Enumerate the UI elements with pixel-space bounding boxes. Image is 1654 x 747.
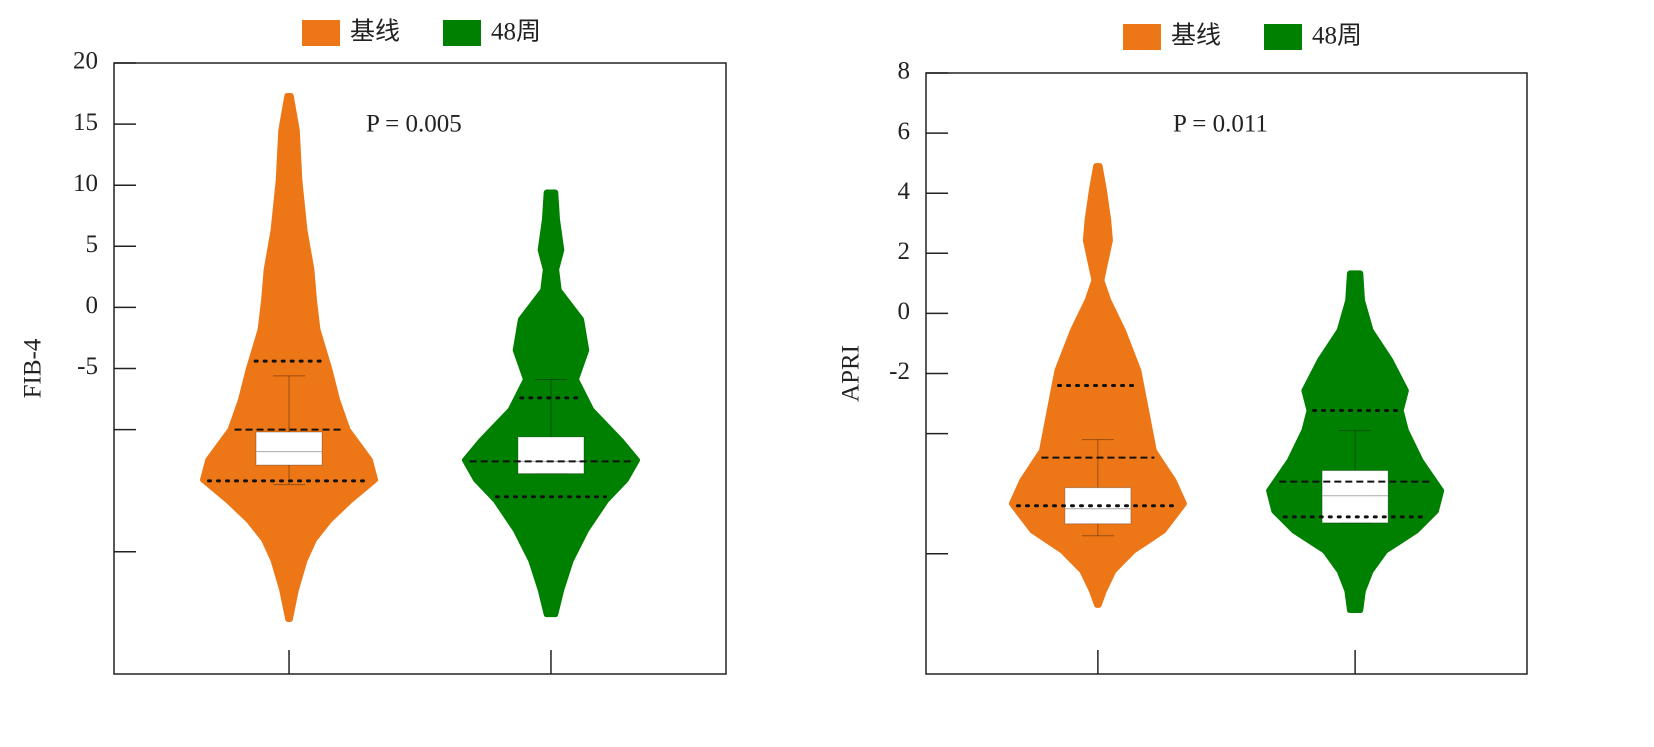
y-tick-label: 5 <box>86 231 99 258</box>
y-tick-label: 6 <box>898 118 911 145</box>
box <box>517 436 585 475</box>
y-tick-label: 0 <box>86 292 99 319</box>
annotation: P = 0.005 <box>366 111 462 138</box>
violin <box>200 92 379 623</box>
legend-label: 48周 <box>491 19 541 46</box>
legend-label: 基线 <box>1171 22 1221 50</box>
plot-frame <box>113 62 727 675</box>
violin <box>461 189 640 618</box>
y-axis-label: APRI <box>838 345 865 402</box>
y-tick-label: -5 <box>77 353 98 380</box>
y-tick-label: 0 <box>898 298 911 325</box>
y-tick-label: 10 <box>73 170 98 197</box>
y-tick-label: 8 <box>898 58 911 85</box>
y-tick-label: 4 <box>898 178 911 205</box>
annotation: P = 0.011 <box>1173 111 1268 138</box>
y-axis-label: FIB-4 <box>20 338 47 398</box>
legend-swatch <box>1264 24 1302 50</box>
y-tick-label: -2 <box>889 358 910 385</box>
legend-swatch <box>302 20 340 46</box>
legend-swatch <box>1123 24 1161 50</box>
box <box>255 431 323 466</box>
y-tick-label: 20 <box>73 48 98 75</box>
box <box>1321 470 1389 524</box>
plot-frame <box>925 72 1528 675</box>
y-tick-label: 15 <box>73 109 98 136</box>
violin <box>1266 270 1445 613</box>
legend-label: 48周 <box>1312 23 1362 50</box>
legend-label: 基线 <box>350 18 400 46</box>
y-tick-label: 2 <box>898 238 911 265</box>
legend-swatch <box>443 20 481 46</box>
